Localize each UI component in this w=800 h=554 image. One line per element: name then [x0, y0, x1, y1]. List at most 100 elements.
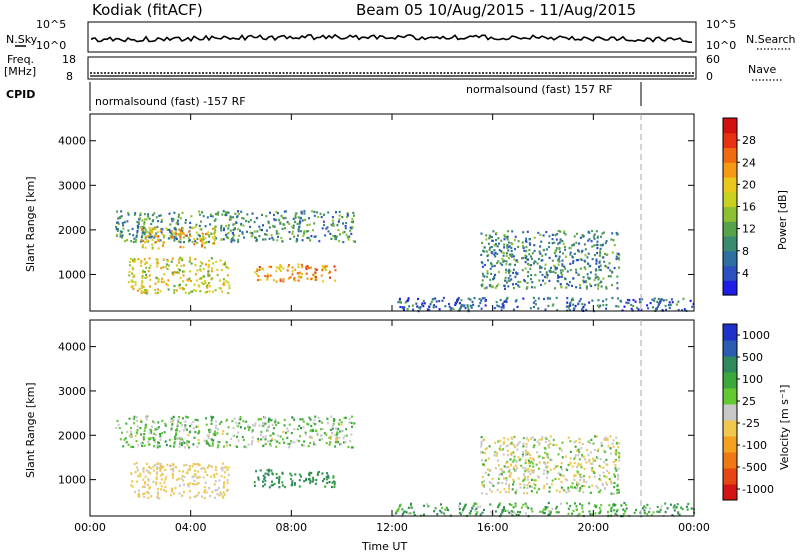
echo-cell — [116, 419, 119, 423]
echo-cell — [342, 222, 344, 225]
echo-cell — [172, 415, 175, 418]
echo-cell — [563, 489, 566, 492]
echo-cell — [190, 423, 193, 426]
echo-cell — [561, 240, 564, 243]
echo-cell — [503, 233, 506, 237]
echo-cell — [581, 308, 584, 311]
echo-cell — [498, 503, 501, 506]
echo-cell — [505, 252, 508, 255]
echo-cell — [547, 513, 550, 516]
echo-cell — [297, 276, 300, 279]
echo-cell — [546, 461, 549, 464]
echo-cell — [152, 438, 155, 442]
echo-cell — [480, 459, 483, 462]
echo-cell — [156, 443, 159, 447]
echo-cell — [540, 240, 543, 243]
echo-cell — [150, 222, 153, 226]
echo-cell — [135, 416, 138, 419]
echo-cell — [538, 461, 541, 464]
echo-cell — [568, 302, 571, 305]
echo-cell — [575, 271, 578, 274]
echo-cell — [507, 465, 510, 469]
echo-cell — [575, 232, 578, 235]
echo-cell — [602, 466, 605, 469]
echo-cell — [422, 305, 425, 308]
echo-cell — [330, 485, 333, 489]
echo-cell — [616, 478, 619, 481]
echo-cell — [614, 475, 616, 478]
echo-cell — [188, 292, 191, 295]
echo-cell — [595, 262, 598, 265]
echo-cell — [583, 303, 586, 306]
echo-cell — [226, 274, 229, 277]
echo-cell — [543, 511, 546, 515]
echo-cell — [560, 449, 563, 452]
echo-cell — [575, 268, 577, 271]
echo-cell — [175, 432, 178, 435]
echo-cell — [140, 261, 143, 264]
echo-cell — [464, 504, 467, 507]
echo-cell — [192, 463, 195, 466]
echo-cell — [500, 309, 503, 312]
echo-cell — [144, 427, 147, 430]
echo-cell — [136, 429, 139, 432]
echo-cell — [525, 468, 528, 471]
echo-cell — [527, 459, 530, 462]
echo-cell — [526, 230, 529, 233]
echo-cell — [125, 441, 128, 444]
echo-cell — [116, 221, 119, 224]
echo-cell — [133, 257, 136, 261]
echo-cell — [571, 284, 573, 287]
echo-cell — [551, 259, 554, 262]
echo-cell — [326, 417, 329, 420]
echo-cell — [245, 420, 248, 423]
echo-cell — [130, 257, 132, 260]
echo-cell — [603, 437, 606, 440]
echo-cell — [179, 276, 182, 280]
echo-cell — [151, 214, 154, 217]
echo-cell — [288, 423, 291, 426]
echo-cell — [226, 236, 229, 239]
echo-cell — [573, 441, 576, 444]
echo-cell — [283, 441, 286, 444]
echo-cell — [329, 441, 331, 444]
colorbar-segment — [723, 118, 737, 134]
echo-cell — [510, 436, 513, 439]
echo-cell — [525, 451, 528, 454]
echo-cell — [271, 480, 273, 483]
echo-cell — [181, 494, 184, 497]
echo-cell — [590, 240, 593, 243]
echo-cell — [253, 484, 256, 487]
echo-cell — [616, 281, 619, 285]
echo-cell — [115, 225, 118, 228]
echo-cell — [227, 227, 230, 230]
echo-cell — [291, 441, 293, 444]
echo-cell — [197, 233, 200, 236]
echo-cell — [657, 297, 660, 301]
echo-cell — [667, 304, 670, 307]
echo-cell — [545, 231, 548, 234]
echo-cell — [597, 276, 600, 280]
echo-cell — [561, 263, 564, 266]
echo-cell — [541, 254, 544, 257]
echo-cell — [156, 496, 159, 499]
echo-cell — [294, 473, 297, 476]
echo-cell — [153, 432, 156, 435]
echo-cell — [237, 238, 240, 241]
echo-cell — [401, 513, 404, 516]
echo-cell — [151, 238, 154, 241]
echo-cell — [199, 290, 202, 293]
echo-cell — [265, 435, 268, 438]
echo-cell — [182, 274, 185, 277]
echo-cell — [501, 511, 504, 514]
echo-cell — [508, 268, 511, 272]
echo-cell — [257, 440, 260, 443]
echo-cell — [527, 462, 530, 465]
echo-cell — [308, 223, 311, 226]
echo-cell — [146, 289, 149, 293]
echo-cell — [221, 466, 224, 469]
echo-cell — [225, 441, 228, 444]
echo-cell — [493, 244, 496, 247]
echo-cell — [567, 306, 570, 309]
echo-cell — [481, 492, 483, 495]
